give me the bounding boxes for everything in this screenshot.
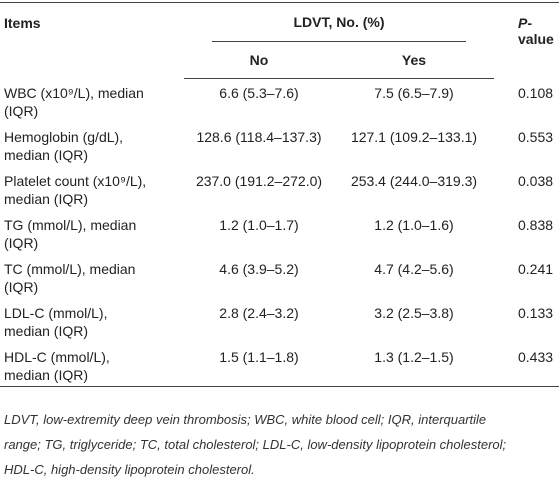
- table-row: HDL-C (mmol/L), median (IQR) 1.5 (1.1–1.8)…: [0, 343, 559, 387]
- label-line: WBC (x10⁹/L), median: [4, 84, 144, 101]
- header-group: LDVT, No. (%): [212, 3, 466, 42]
- cell-no: 128.6 (118.4–137.3): [196, 128, 322, 145]
- cell-yes: 1.2 (1.0–1.6): [374, 216, 454, 233]
- cell-p-value: 0.241: [518, 260, 554, 277]
- cell-no: 1.2 (1.0–1.7): [219, 216, 299, 233]
- cell-p-value: 0.838: [518, 216, 554, 233]
- header-p-value: P-value: [494, 3, 559, 79]
- cell-yes: 253.4 (244.0–319.3): [350, 172, 478, 189]
- data-table: Items LDVT, No. (%) P-value No Yes WBC (…: [0, 2, 559, 387]
- cell-yes: 4.7 (4.2–5.6): [374, 260, 454, 277]
- label-line: TG (mmol/L), median: [4, 216, 137, 233]
- p-italic: P: [518, 15, 528, 31]
- header-yes: Yes: [334, 42, 494, 79]
- label-line: Hemoglobin (g/dL),: [4, 128, 124, 145]
- label-line: LDL-C (mmol/L),: [4, 304, 108, 321]
- row-label: TC (mmol/L), median (IQR): [0, 255, 184, 299]
- cell-no: 1.5 (1.1–1.8): [219, 348, 299, 365]
- footnote-line: range; TG, triglyceride; TC, total chole…: [4, 437, 507, 452]
- label-line: HDL-C (mmol/L),: [4, 348, 110, 365]
- label-line: (IQR): [4, 278, 39, 295]
- row-label: Platelet count (x10⁹/L), median (IQR): [0, 167, 184, 211]
- table-row: LDL-C (mmol/L), median (IQR) 2.8 (2.4–3.2)…: [0, 299, 559, 343]
- cell-yes: 3.2 (2.5–3.8): [374, 304, 454, 321]
- cell-p-value: 0.133: [518, 304, 554, 321]
- footnote-line: HDL-C, high-density lipoprotein choleste…: [4, 462, 255, 477]
- label-line: median (IQR): [4, 146, 89, 163]
- label-line: Platelet count (x10⁹/L),: [4, 172, 147, 189]
- header-items: Items: [4, 15, 41, 31]
- label-line: median (IQR): [4, 322, 89, 339]
- cell-no: 6.6 (5.3–7.6): [219, 85, 299, 101]
- table-row: WBC (x10⁹/L), median (IQR) 6.6 (5.3–7.6) 7.…: [0, 79, 559, 123]
- label-line: (IQR): [4, 102, 39, 119]
- label-line: median (IQR): [4, 190, 89, 207]
- row-label: WBC (x10⁹/L), median (IQR): [0, 79, 184, 123]
- table-row: TC (mmol/L), median (IQR) 4.6 (3.9–5.2) 4.7…: [0, 255, 559, 299]
- label-line: TC (mmol/L), median: [4, 260, 136, 277]
- cell-yes: 1.3 (1.2–1.5): [374, 348, 454, 365]
- cell-no: 237.0 (191.2–272.0): [195, 172, 323, 189]
- footnote: LDVT, low-extremity deep vein thrombosis…: [4, 407, 506, 482]
- row-label: HDL-C (mmol/L), median (IQR): [0, 343, 184, 387]
- row-label: Hemoglobin (g/dL), median (IQR): [0, 123, 184, 167]
- cell-p-value: 0.038: [518, 172, 554, 189]
- table-row: Platelet count (x10⁹/L), median (IQR) 237.…: [0, 167, 559, 211]
- cell-yes: 7.5 (6.5–7.9): [374, 85, 454, 101]
- label-line: median (IQR): [4, 366, 89, 383]
- cell-p-value: 0.553: [518, 128, 554, 145]
- footnote-line: LDVT, low-extremity deep vein thrombosis…: [4, 412, 487, 427]
- row-label: LDL-C (mmol/L), median (IQR): [0, 299, 184, 343]
- cell-p-value: 0.433: [518, 348, 554, 365]
- p-rest: -value: [518, 15, 554, 47]
- row-label: TG (mmol/L), median (IQR): [0, 211, 184, 255]
- table-row: TG (mmol/L), median (IQR) 1.2 (1.0–1.7) 1.2…: [0, 211, 559, 255]
- table-body: WBC (x10⁹/L), median (IQR) 6.6 (5.3–7.6) 7.…: [0, 79, 559, 387]
- table-row: Hemoglobin (g/dL), median (IQR) 128.6 (118…: [0, 123, 559, 167]
- cell-no: 2.8 (2.4–3.2): [219, 304, 299, 321]
- header-no: No: [184, 42, 334, 79]
- cell-p-value: 0.108: [518, 84, 554, 101]
- cell-yes: 127.1 (109.2–133.1): [350, 128, 478, 145]
- cell-no: 4.6 (3.9–5.2): [219, 260, 299, 277]
- label-line: (IQR): [4, 234, 39, 251]
